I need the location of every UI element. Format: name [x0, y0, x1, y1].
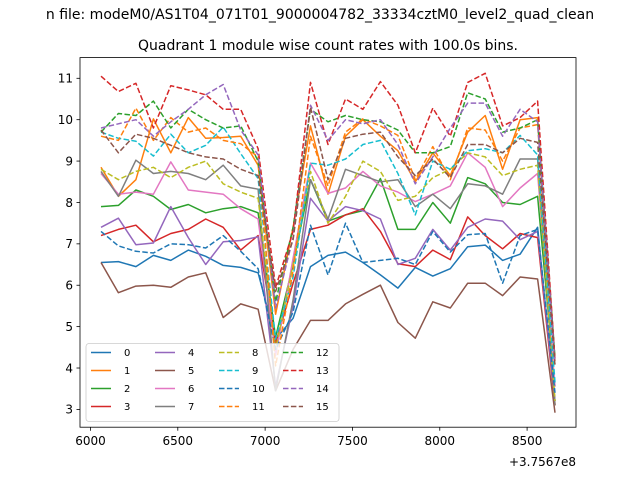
- x-tick-label: 6000: [75, 434, 106, 448]
- series-line-6: [100, 152, 556, 387]
- y-tick-label: 3: [65, 403, 73, 417]
- y-tick-label: 9: [65, 154, 73, 168]
- series-line-9: [100, 126, 556, 383]
- legend-label-11: 11: [252, 402, 265, 413]
- series-line-3: [100, 207, 556, 406]
- x-tick-label: 8500: [512, 434, 543, 448]
- y-tick-label: 11: [58, 72, 73, 86]
- x-tick-label: 6500: [163, 434, 194, 448]
- x-tick-label: 7000: [250, 434, 281, 448]
- y-tick-label: 8: [65, 196, 73, 210]
- legend-label-8: 8: [252, 348, 258, 359]
- legend-label-15: 15: [316, 402, 329, 413]
- legend-label-10: 10: [252, 384, 265, 395]
- y-tick-label: 10: [58, 113, 73, 127]
- y-tick-label: 7: [65, 237, 73, 251]
- series-line-5: [100, 262, 556, 413]
- legend-label-0: 0: [124, 348, 130, 359]
- legend-label-1: 1: [124, 366, 130, 377]
- x-tick-label: 7500: [337, 434, 368, 448]
- legend-label-4: 4: [188, 348, 194, 359]
- legend-box: [85, 343, 340, 422]
- legend-label-2: 2: [124, 384, 130, 395]
- series-line-0: [100, 226, 556, 402]
- plot-frame: [79, 57, 577, 428]
- y-tick-label: 5: [65, 320, 73, 334]
- figure-suptitle: n file: modeM0/AS1T04_071T01_9000004782_…: [46, 7, 594, 23]
- y-tick-label: 4: [65, 361, 73, 375]
- x-tick-label: 8000: [425, 434, 456, 448]
- series-line-15: [100, 106, 556, 366]
- series-lines: [100, 72, 556, 413]
- legend-label-5: 5: [188, 366, 194, 377]
- series-line-14: [100, 83, 556, 364]
- legend-label-3: 3: [124, 402, 130, 413]
- legend-label-6: 6: [188, 384, 194, 395]
- series-line-13: [100, 72, 556, 360]
- legend-label-14: 14: [316, 384, 329, 395]
- y-tick-label: 6: [65, 279, 73, 293]
- series-line-10: [100, 222, 556, 393]
- legend-label-13: 13: [316, 366, 329, 377]
- series-line-7: [100, 158, 556, 406]
- legend-label-9: 9: [252, 366, 258, 377]
- chart-title: Quadrant 1 module wise count rates with …: [138, 38, 518, 54]
- legend-label-7: 7: [188, 402, 194, 413]
- series-line-8: [100, 152, 556, 402]
- x-offset-label: +3.7567e8: [509, 455, 576, 469]
- legend-label-12: 12: [316, 348, 329, 359]
- series-line-12: [100, 92, 556, 358]
